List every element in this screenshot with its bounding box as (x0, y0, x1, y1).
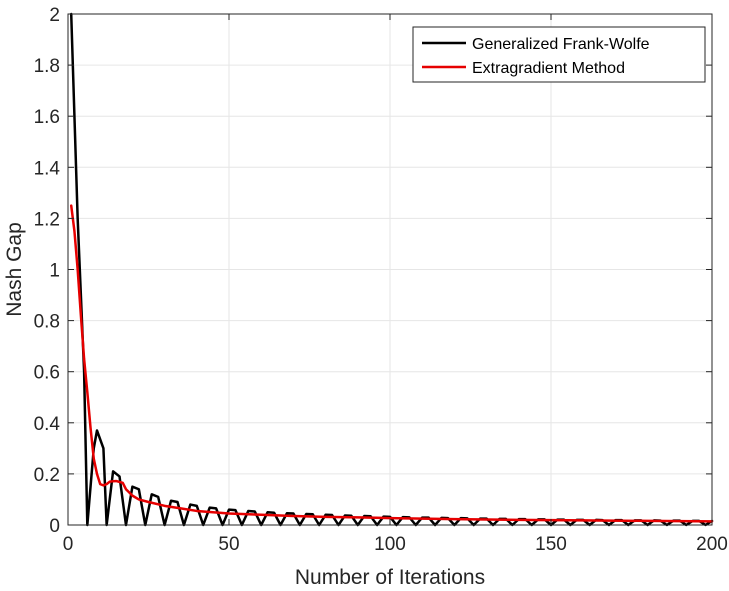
series-layer (69, 12, 714, 527)
x-tick-label: 50 (218, 534, 239, 555)
legend-box (412, 26, 706, 83)
ticks (67, 13, 713, 526)
legend-label-extragradient: Extragradient Method (472, 60, 625, 77)
y-tick-label: 0 (49, 516, 60, 537)
x-tick-label: 0 (63, 534, 74, 555)
y-tick-label: 0.8 (34, 312, 60, 333)
y-tick-label: 1.8 (34, 56, 60, 77)
y-tick-label: 0.4 (34, 414, 61, 435)
y-tick-label: 1.6 (34, 107, 60, 128)
y-tick-label: 1.2 (34, 209, 60, 230)
series-line-extragradient (69, 204, 714, 523)
y-tick-label: 0.6 (34, 363, 60, 384)
y-axis-label: Nash Gap (3, 222, 26, 317)
x-tick-label: 200 (696, 534, 728, 555)
x-tick-label: 150 (535, 534, 567, 555)
y-tick-label: 0.2 (34, 465, 60, 486)
legend: Generalized Frank-Wolfe Extragradient Me… (412, 26, 706, 83)
legend-label-frank-wolfe: Generalized Frank-Wolfe (472, 36, 650, 53)
y-tick-label: 1.4 (34, 158, 61, 179)
x-tick-label: 100 (374, 534, 406, 555)
y-tick-label: 1 (49, 261, 60, 282)
grid (68, 14, 712, 525)
y-tick-label: 2 (49, 5, 60, 26)
tick-labels: 0 50 100 150 200 0 0.2 0.4 0.6 0.8 1 1.2 1.4 1.6 1.8 2 (34, 5, 728, 555)
x-axis-label: Number of Iterations (295, 566, 485, 589)
